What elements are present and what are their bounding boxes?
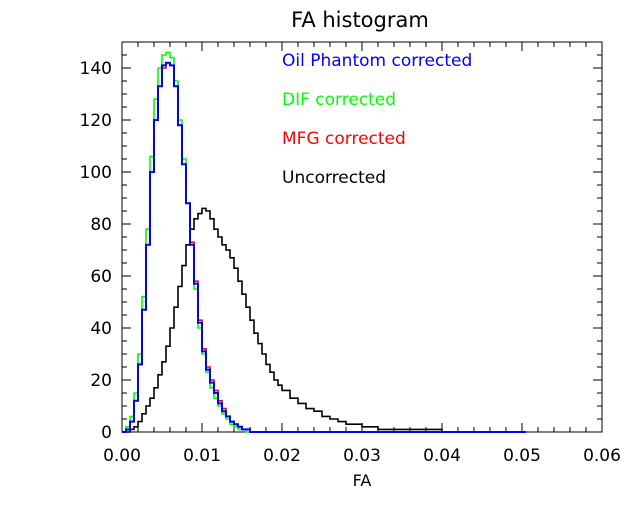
x-tick-label: 0.05 (503, 446, 541, 466)
y-tick-label: 20 (90, 371, 112, 391)
chart-title: FA histogram (291, 8, 429, 32)
x-axis-label: FA (353, 471, 372, 490)
y-axis: 0 20 40 60 80 100 120 140 (80, 41, 602, 443)
legend-entry: Oil Phantom corrected (282, 51, 472, 71)
y-tick-label: 60 (90, 267, 112, 287)
y-tick-label: 140 (80, 59, 112, 79)
legend: Oil Phantom corrected DIF corrected MFG co… (282, 51, 472, 188)
x-tick-label: 0.02 (263, 446, 301, 466)
legend-entry: Uncorrected (282, 168, 386, 188)
legend-entry: DIF corrected (282, 90, 396, 110)
series-mfg-corrected (122, 62, 526, 433)
legend-entry: MFG corrected (282, 129, 406, 149)
x-tick-label: 0.03 (343, 446, 381, 466)
x-tick-label: 0.00 (103, 446, 141, 466)
x-tick-label: 0.01 (183, 446, 221, 466)
y-tick-label: 100 (80, 163, 112, 183)
x-tick-label: 0.04 (423, 446, 461, 466)
x-tick-label: 0.06 (583, 446, 621, 466)
y-tick-label: 40 (90, 319, 112, 339)
y-tick-label: 120 (80, 111, 112, 131)
series-uncorrected (122, 207, 526, 433)
series-layer (122, 51, 526, 433)
series-oil-phantom-corrected (122, 61, 526, 433)
y-tick-label: 0 (101, 423, 112, 443)
y-tick-label: 80 (90, 215, 112, 235)
